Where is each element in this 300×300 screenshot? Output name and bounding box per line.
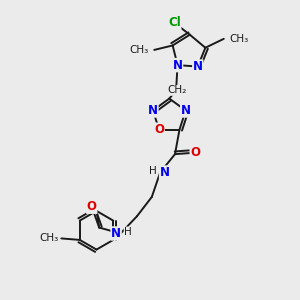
Text: O: O [87,200,97,213]
Text: O: O [190,146,200,159]
Text: N: N [193,60,203,73]
Text: H: H [149,166,157,176]
Text: CH₃: CH₃ [39,233,58,243]
Text: CH₂: CH₂ [167,85,186,95]
Text: CH₃: CH₃ [130,45,149,55]
Text: CH₃: CH₃ [229,34,248,44]
Text: N: N [160,166,170,179]
Text: H: H [124,227,132,237]
Text: N: N [111,227,121,240]
Text: N: N [172,58,183,72]
Text: N: N [181,104,191,117]
Text: O: O [154,123,164,136]
Text: N: N [148,104,158,117]
Text: Cl: Cl [168,16,181,29]
